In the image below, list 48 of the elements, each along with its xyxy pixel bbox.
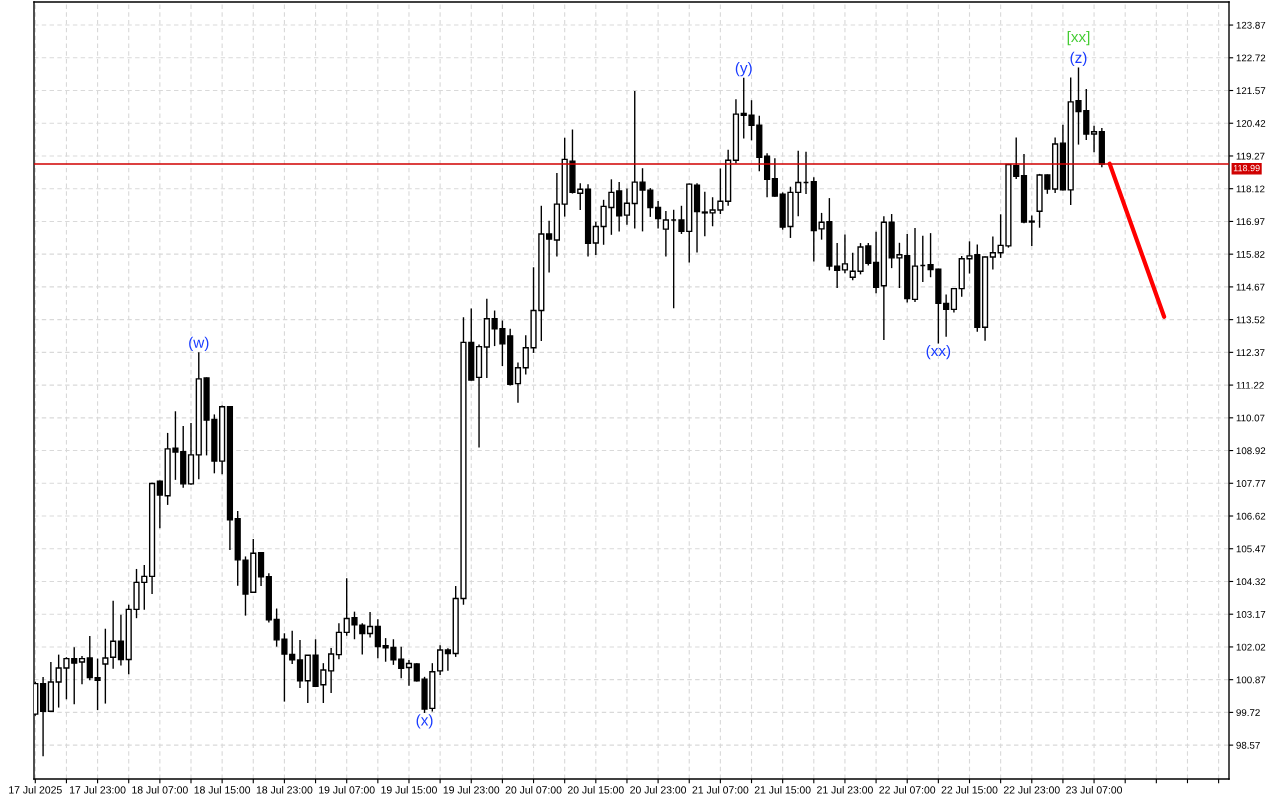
annotation: (xx) [926, 344, 951, 360]
x-tick-label: 20 Jul 23:00 [630, 785, 687, 794]
y-tick-label: 108.92 [1236, 447, 1266, 455]
y-tick-label: 120.42 [1236, 119, 1266, 127]
x-tick-label: 18 Jul 07:00 [132, 785, 188, 794]
annotation: (z) [1070, 51, 1087, 67]
y-tick-label: 98.57 [1236, 741, 1260, 749]
x-tick-label: 18 Jul 15:00 [194, 785, 251, 794]
y-tick-label: 114.67 [1236, 283, 1265, 291]
y-tick-label: 112.37 [1236, 349, 1265, 356]
annotation: (x) [416, 714, 433, 729]
y-tick-label: 118.12 [1236, 185, 1265, 193]
annotation: [xx] [1067, 31, 1090, 46]
x-tick-label: 18 Jul 23:00 [256, 785, 313, 794]
annotation: (y) [735, 62, 752, 77]
x-tick-label: 20 Jul 07:00 [505, 785, 562, 794]
y-tick-label: 111.22 [1236, 381, 1264, 389]
y-tick-label: 110.07 [1236, 414, 1265, 422]
x-tick-label: 17 Jul 23:00 [70, 785, 126, 794]
x-tick-label: 19 Jul 23:00 [443, 785, 500, 794]
x-tick-label: 21 Jul 15:00 [754, 785, 811, 794]
x-tick-label: 22 Jul 15:00 [941, 785, 998, 794]
y-tick-label: 115.82 [1236, 250, 1265, 258]
y-tick-label: 119.27 [1236, 152, 1265, 160]
x-tick-label: 22 Jul 23:00 [1003, 785, 1060, 794]
x-tick-label: 19 Jul 07:00 [319, 785, 375, 794]
y-tick-label: 123.87 [1236, 21, 1266, 29]
annotation: (w) [189, 336, 209, 351]
y-tick-label: 122.72 [1236, 54, 1266, 62]
ref-line-label: 118.99 [1233, 164, 1260, 172]
y-tick-label: 116.97 [1236, 218, 1265, 226]
y-tick-label: 121.57 [1236, 87, 1266, 95]
y-tick-label: 106.62 [1236, 512, 1266, 520]
y-tick-label: 102.02 [1236, 643, 1266, 651]
y-tick-label: 105.47 [1236, 545, 1266, 553]
x-tick-label: 21 Jul 23:00 [817, 785, 873, 794]
x-tick-label: 22 Jul 07:00 [879, 785, 936, 794]
x-tick-label: 20 Jul 15:00 [567, 785, 624, 794]
y-tick-label: 103.17 [1236, 610, 1266, 618]
x-tick-label: 21 Jul 07:00 [692, 785, 749, 794]
y-tick-label: 99.72 [1236, 709, 1260, 717]
y-tick-label: 104.32 [1236, 578, 1266, 586]
x-tick-label: 19 Jul 15:00 [381, 785, 437, 794]
x-tick-label: 23 Jul 07:00 [1066, 785, 1123, 794]
y-tick-label: 113.52 [1236, 316, 1265, 324]
y-tick-label: 100.87 [1236, 676, 1266, 684]
x-tick-label: 17 Jul 2025 [9, 785, 62, 794]
y-tick-label: 107.77 [1236, 480, 1266, 487]
